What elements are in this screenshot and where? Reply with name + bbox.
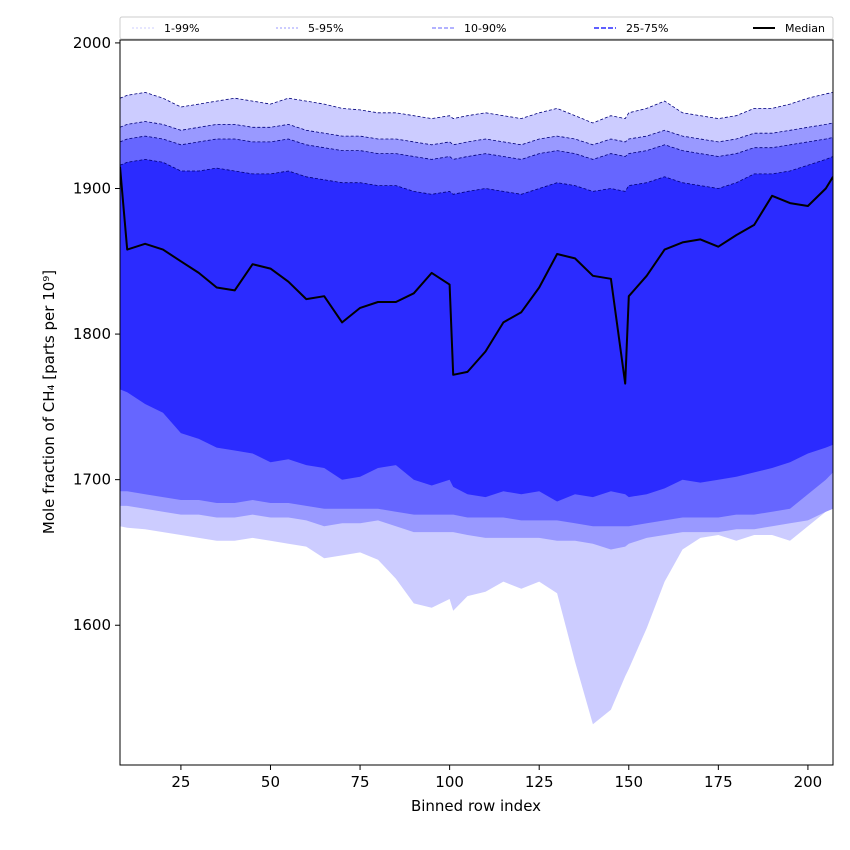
median-line bbox=[120, 166, 833, 385]
legend-label-5-to-95: 5-95% bbox=[308, 22, 343, 35]
band-edge-1-to-99 bbox=[120, 91, 833, 124]
x-tick-label: 200 bbox=[794, 773, 823, 791]
x-tick-label: 125 bbox=[525, 773, 554, 791]
legend-label-1-to-99: 1-99% bbox=[164, 22, 199, 35]
legend-label-25-to-75: 25-75% bbox=[626, 22, 668, 35]
x-tick-label: 175 bbox=[704, 773, 733, 791]
x-tick-label: 75 bbox=[351, 773, 370, 791]
legend: 1-99% 5-95% 10-90% 25-75% Median bbox=[119, 16, 834, 40]
x-tick-label: 100 bbox=[435, 773, 464, 791]
x-axis-title: Binned row index bbox=[411, 797, 541, 815]
y-tick-label: 1700 bbox=[73, 471, 111, 489]
y-tick-label: 1900 bbox=[73, 179, 111, 197]
y-axis: 1600 1700 1800 1900 2000 bbox=[73, 34, 120, 634]
plot-frame bbox=[119, 39, 834, 766]
y-tick-label: 2000 bbox=[73, 34, 111, 52]
legend-box bbox=[119, 16, 834, 40]
median-layer bbox=[120, 166, 833, 385]
legend-label-median: Median bbox=[785, 22, 825, 35]
x-tick-label: 50 bbox=[261, 773, 280, 791]
band-25-to-75 bbox=[120, 156, 833, 502]
percentile-bands bbox=[120, 91, 833, 725]
y-axis-title: Mole fraction of CH₄ [parts per 10⁹] bbox=[40, 270, 58, 534]
x-tick-label: 25 bbox=[171, 773, 190, 791]
band-edge-10-to-90 bbox=[120, 135, 833, 160]
x-tick-label: 150 bbox=[614, 773, 643, 791]
legend-label-10-to-90: 10-90% bbox=[464, 22, 506, 35]
band-edge-5-to-95 bbox=[120, 121, 833, 146]
band-edge-25-to-75 bbox=[120, 156, 833, 195]
x-axis: 25 50 75 100 125 150 175 200 bbox=[171, 765, 822, 791]
y-tick-label: 1600 bbox=[73, 616, 111, 634]
y-tick-label: 1800 bbox=[73, 325, 111, 343]
